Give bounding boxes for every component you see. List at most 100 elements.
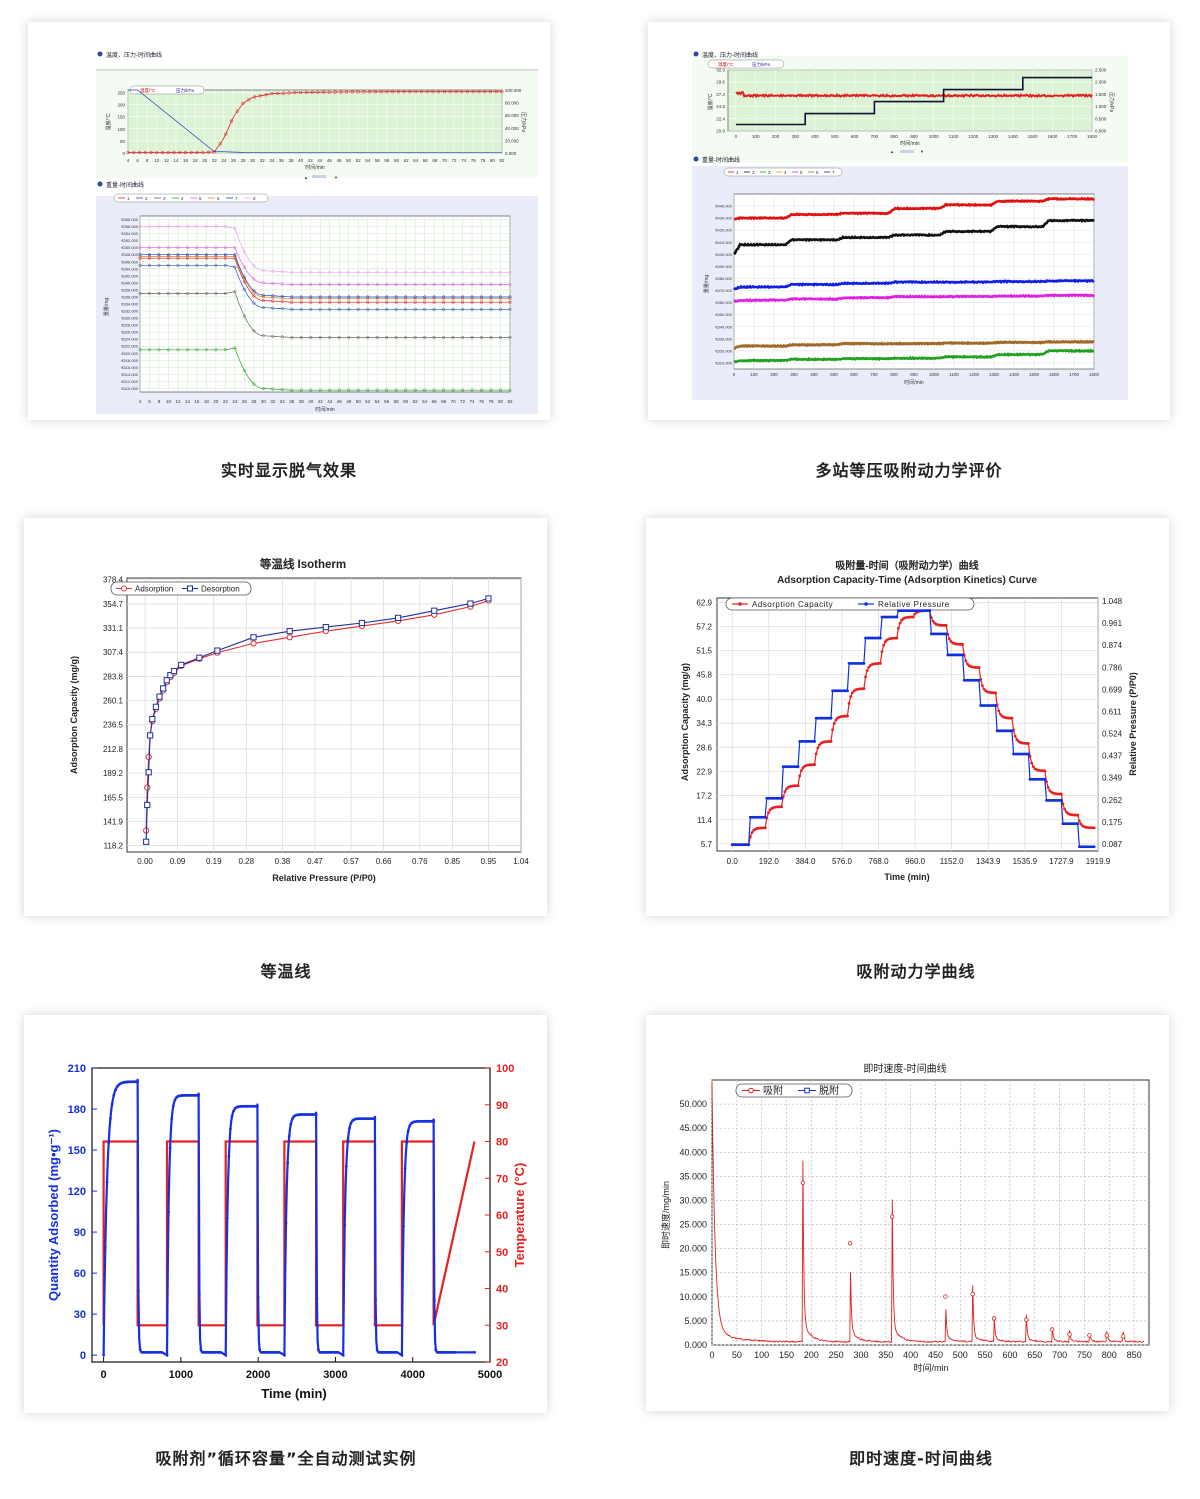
x-tick-label: 1800 bbox=[1087, 134, 1098, 139]
series-point bbox=[1013, 734, 1017, 738]
x-tick-label: 42 bbox=[318, 399, 324, 404]
scroll-thumb bbox=[312, 175, 326, 178]
x-tick-label: 46 bbox=[327, 158, 333, 163]
series-point bbox=[479, 307, 484, 311]
series-point bbox=[442, 295, 446, 299]
x-tick-label: 68 bbox=[432, 158, 438, 163]
x-tick-label: 82 bbox=[499, 158, 505, 163]
series-point bbox=[508, 297, 512, 301]
y-tick-label: 60 bbox=[74, 1268, 86, 1280]
series-point bbox=[413, 295, 417, 299]
series-point bbox=[798, 774, 802, 778]
y-tick-label: €340.000 bbox=[715, 324, 732, 329]
series-point bbox=[508, 335, 512, 339]
x-axis-label: 时间/min bbox=[900, 140, 920, 147]
series-point bbox=[470, 270, 474, 274]
legend-entry: 压力/kPa bbox=[176, 87, 195, 94]
series-point bbox=[1076, 822, 1080, 825]
series-point bbox=[451, 283, 455, 287]
series-point bbox=[252, 277, 256, 281]
series-line bbox=[145, 597, 489, 842]
series-point bbox=[461, 270, 465, 274]
series-point bbox=[299, 307, 303, 311]
y-tick-label: 29.6 bbox=[716, 80, 725, 85]
x-tick-label: 1.04 bbox=[513, 857, 529, 866]
series-line bbox=[140, 226, 510, 273]
y-tick-label: 62.9 bbox=[696, 599, 712, 608]
panel-title: 温度、压力-时间曲线 bbox=[702, 51, 758, 59]
series-point bbox=[394, 283, 398, 287]
x-tick-label: 50 bbox=[732, 1350, 742, 1360]
x-tick-label: 0 bbox=[101, 1369, 107, 1381]
x-tick-label: 300 bbox=[853, 1350, 868, 1360]
series-point bbox=[498, 300, 503, 304]
series-point bbox=[280, 307, 284, 311]
x-tick-label: 1700 bbox=[1067, 134, 1078, 139]
series-point bbox=[489, 283, 493, 287]
series-point bbox=[341, 1353, 345, 1357]
series-point bbox=[149, 150, 153, 155]
x-tick-label: 60 bbox=[394, 158, 400, 163]
series-point bbox=[961, 642, 964, 646]
series-point bbox=[489, 295, 493, 299]
series-point bbox=[299, 335, 303, 339]
x-tick-label: 52 bbox=[365, 399, 371, 404]
x-tick-label: 1800 bbox=[1089, 372, 1100, 377]
x-tick-label: 0.66 bbox=[376, 857, 392, 866]
series-point bbox=[344, 1164, 348, 1168]
series-point bbox=[195, 348, 199, 352]
x-tick-label: 16 bbox=[194, 399, 200, 404]
series-point bbox=[414, 90, 418, 94]
y2-tick-label: 20.000 bbox=[505, 138, 519, 143]
series-point bbox=[498, 335, 503, 339]
x-tick-label: 100 bbox=[754, 1350, 769, 1360]
caption-multistation: 多站等压吸附动力学评价 bbox=[815, 461, 1003, 480]
y-tick-label: €440.000 bbox=[715, 204, 732, 209]
y2-tick-label: 1.000 bbox=[1095, 104, 1107, 109]
series-point bbox=[293, 91, 297, 95]
y2-tick-label: 0.000 bbox=[505, 151, 517, 156]
series-point bbox=[204, 253, 208, 257]
data-point bbox=[156, 693, 163, 700]
x-axis-label: Relative Pressure (P/P0) bbox=[272, 873, 376, 883]
x-axis-label: Time (min) bbox=[884, 872, 929, 882]
series-point bbox=[242, 250, 246, 254]
data-point bbox=[145, 769, 152, 776]
x-tick-label: 58 bbox=[394, 399, 400, 404]
series-point bbox=[314, 1113, 318, 1116]
series-point bbox=[880, 650, 884, 654]
series-point bbox=[1026, 742, 1030, 745]
series-point bbox=[287, 91, 291, 95]
series-line bbox=[140, 254, 510, 298]
series-point bbox=[350, 90, 355, 94]
series-point bbox=[423, 307, 427, 311]
series-point bbox=[394, 295, 398, 299]
series-point bbox=[385, 283, 389, 287]
series-point bbox=[328, 300, 332, 304]
series-point bbox=[138, 291, 142, 295]
data-point bbox=[395, 614, 402, 621]
series-point bbox=[451, 307, 455, 311]
series-point bbox=[204, 291, 208, 295]
series-point bbox=[309, 270, 313, 274]
series-point bbox=[470, 295, 474, 299]
chart-card-kinetics: 吸附量-时间（吸附动力学）曲线 Adsorption Capacity-Time … bbox=[646, 518, 1169, 916]
x-tick-label: 32 bbox=[260, 158, 266, 163]
series-point bbox=[423, 388, 427, 392]
x-tick-label: 1100 bbox=[949, 134, 959, 139]
series-point bbox=[366, 297, 370, 301]
series-point bbox=[290, 297, 294, 301]
series-point bbox=[489, 270, 493, 274]
y-tick-label: €316.000 bbox=[121, 365, 138, 370]
x-axis-label: 时间/min bbox=[913, 1362, 948, 1373]
series-point bbox=[391, 90, 395, 94]
series-point bbox=[895, 636, 899, 640]
series-point bbox=[204, 256, 208, 260]
series-point bbox=[328, 270, 332, 274]
y2-tick-label: 100.000 bbox=[505, 88, 522, 93]
scroll-down-icon: ▼ bbox=[334, 175, 338, 180]
y-axis-label: 即时速度/mg/min bbox=[660, 1181, 671, 1249]
y-tick-label: 34.3 bbox=[696, 719, 712, 728]
x-tick-label: 0.0 bbox=[727, 857, 739, 866]
series-point bbox=[143, 150, 147, 155]
